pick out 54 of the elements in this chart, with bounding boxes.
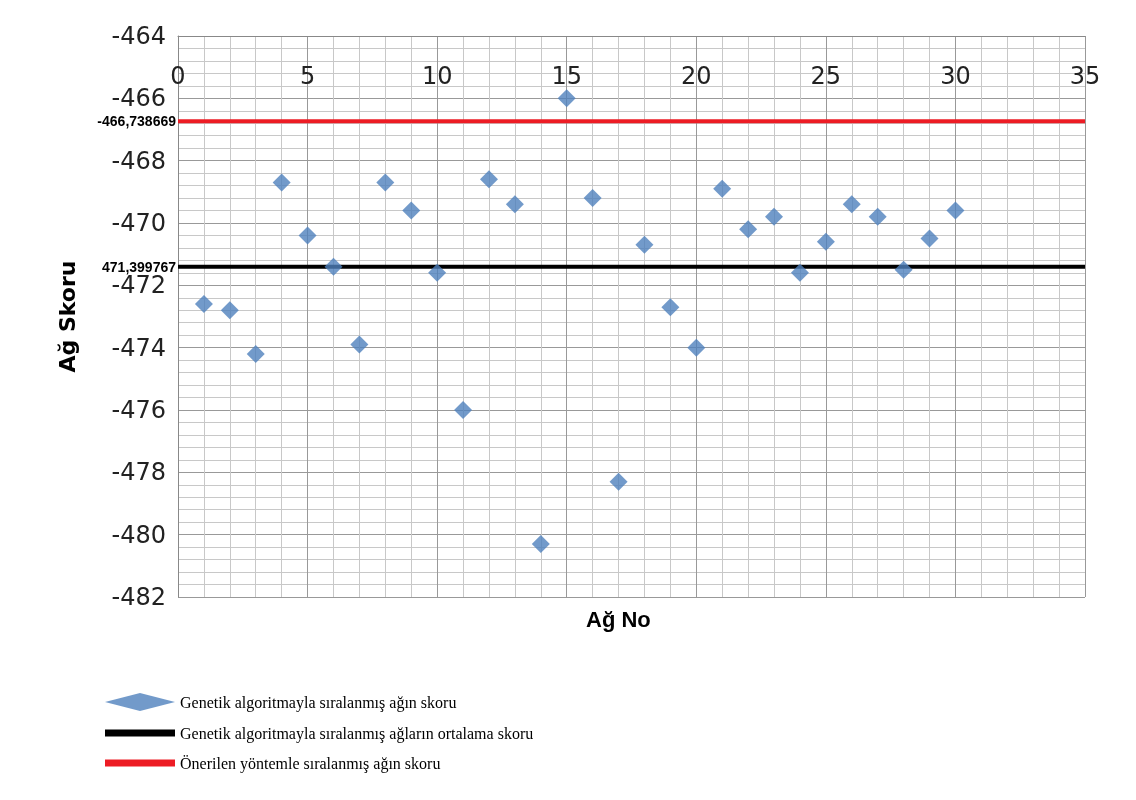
point (790, 263, 809, 282)
point (920, 229, 939, 248)
point (583, 189, 602, 208)
legend-label: Genetik algoritmayla sıralanmış ağın skoru (180, 693, 457, 712)
x-tick-label: 20 (681, 62, 712, 90)
point (194, 295, 213, 314)
point (816, 232, 835, 251)
y-tick-label: -480 (111, 520, 166, 549)
y-tick-label: -476 (111, 396, 166, 424)
point (402, 201, 421, 220)
point (739, 220, 758, 239)
point (868, 207, 887, 226)
point (946, 201, 965, 220)
data-label: -466,738669 (97, 113, 177, 130)
y-tick-label: -464 (111, 22, 166, 50)
y-axis-title: Ağ Skoru (54, 260, 80, 373)
point (765, 207, 784, 226)
x-tick-label: 15 (551, 62, 582, 90)
point (220, 301, 239, 320)
point (505, 195, 524, 214)
data-label: 471,399767 (102, 258, 177, 275)
point (479, 170, 498, 189)
point (428, 263, 447, 282)
y-tick-label: -482 (111, 583, 166, 611)
x-tick-label: 30 (940, 62, 971, 90)
point (454, 401, 473, 419)
point (842, 195, 861, 214)
point (713, 179, 732, 198)
x-tick-label: 35 (1069, 62, 1101, 90)
legend-label: Genetik algoritmayla sıralanmış ağların ortalama skoru (180, 724, 534, 743)
x-tick-label: 0 (170, 62, 186, 90)
y-tick-label: -474 (111, 333, 166, 362)
point (635, 235, 654, 254)
point (531, 535, 550, 554)
point (557, 89, 576, 108)
y-tick-label: -468 (111, 146, 166, 175)
point (687, 338, 706, 357)
point (609, 472, 628, 491)
point (246, 344, 265, 363)
point (350, 335, 369, 354)
y-tick-label: -470 (111, 209, 166, 237)
legend-label: Önerilen yöntemle sıralanmış ağın skoru (180, 754, 441, 773)
point (324, 257, 343, 276)
x-tick-label: 5 (299, 62, 316, 90)
point (376, 173, 395, 192)
x-tick-label: 10 (421, 62, 453, 90)
point (272, 173, 291, 192)
y-tick-label: -466 (111, 84, 166, 113)
point (298, 226, 317, 245)
y-tick-label: -478 (111, 458, 166, 487)
point (661, 298, 680, 317)
point (894, 260, 913, 279)
x-axis-title: Ağ No (586, 606, 651, 632)
x-tick-label: 25 (810, 62, 842, 90)
